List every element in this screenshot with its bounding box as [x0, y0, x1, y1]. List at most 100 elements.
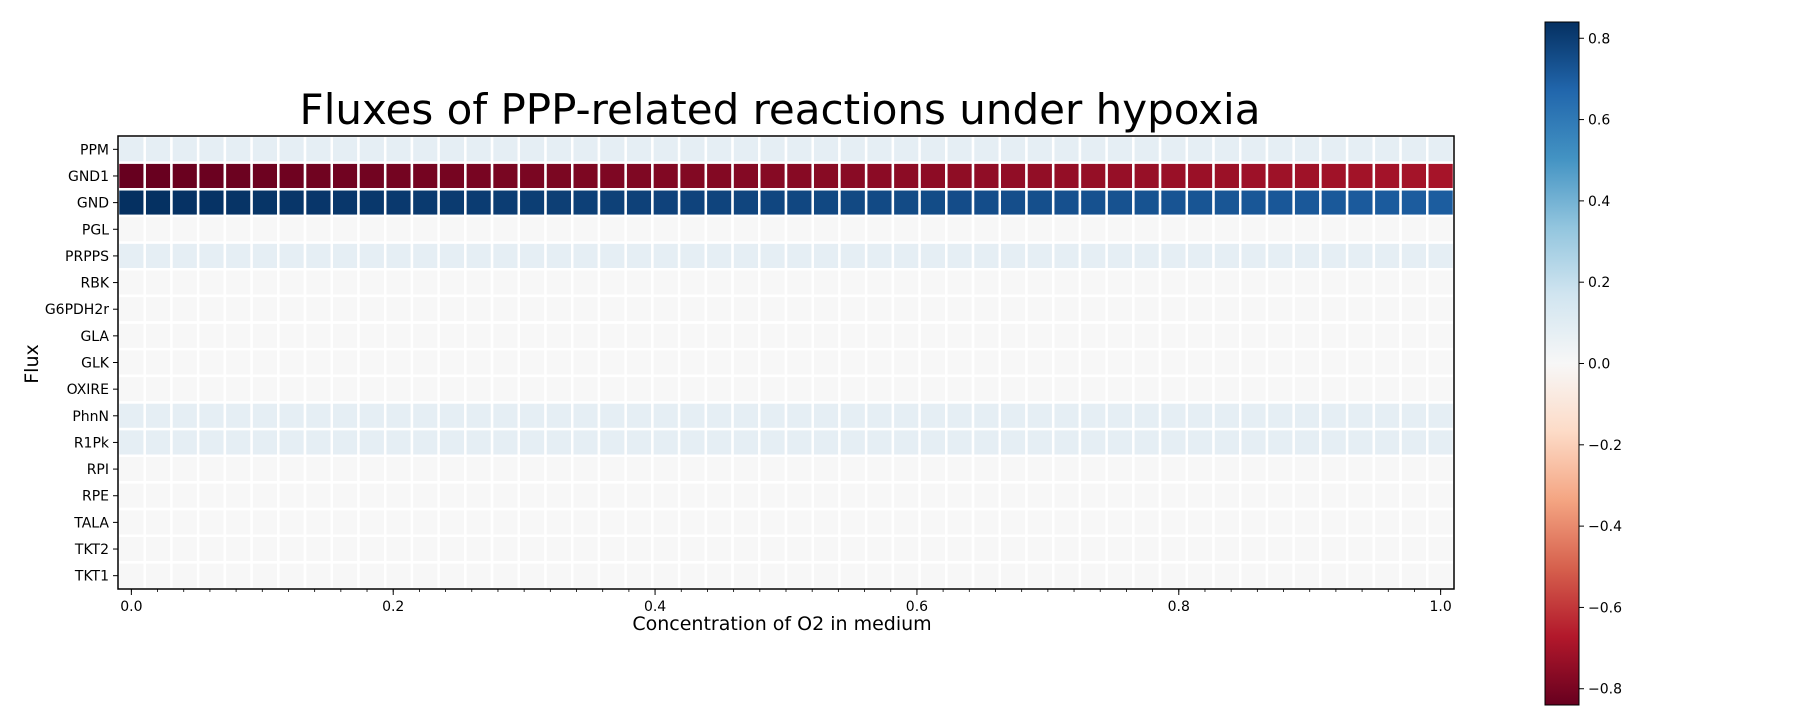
heatmap-cell	[998, 427, 1028, 458]
heatmap-cell	[1372, 374, 1402, 404]
heatmap-cell	[1399, 534, 1429, 564]
heatmap-cell	[1265, 267, 1295, 298]
heatmap-cell	[196, 507, 227, 537]
heatmap-cell	[971, 374, 1002, 404]
heatmap-cell	[971, 427, 1002, 458]
heatmap-cell	[918, 534, 948, 564]
heatmap-cell	[170, 347, 200, 378]
y-tick-label: TKT1	[74, 569, 109, 585]
heatmap-cell	[1345, 427, 1376, 458]
heatmap-cell	[517, 347, 547, 378]
heatmap-cell	[116, 188, 146, 218]
heatmap-cell	[838, 427, 868, 458]
heatmap-cell	[490, 507, 521, 537]
heatmap-cell	[1238, 561, 1269, 591]
heatmap-cell	[918, 134, 948, 164]
heatmap-cell	[170, 161, 200, 191]
heatmap-cell	[864, 321, 895, 351]
heatmap-cell	[1426, 214, 1456, 244]
heatmap-cell	[303, 534, 334, 564]
heatmap-cell	[1025, 454, 1055, 484]
heatmap-cell	[1345, 401, 1376, 431]
heatmap-cell	[864, 134, 895, 164]
heatmap-cell	[1319, 401, 1349, 431]
heatmap-cell	[357, 561, 387, 591]
heatmap-cell	[143, 321, 173, 351]
heatmap-cell	[383, 241, 414, 271]
heatmap-cell	[1105, 161, 1135, 191]
heatmap-cell	[1185, 134, 1215, 164]
heatmap-cell	[1426, 507, 1456, 537]
heatmap-cell	[1158, 321, 1189, 351]
heatmap-cell	[1051, 241, 1082, 271]
heatmap-cell	[544, 561, 574, 591]
heatmap-cell	[143, 534, 173, 564]
heatmap-cell	[464, 188, 494, 218]
heatmap-cell	[731, 241, 761, 271]
heatmap-cell	[330, 241, 360, 271]
heatmap-cell	[223, 214, 253, 244]
heatmap-cell	[624, 321, 654, 351]
heatmap-cell	[223, 454, 253, 484]
heatmap-cell	[303, 481, 334, 511]
heatmap-cell	[918, 427, 948, 458]
heatmap-cell	[250, 507, 280, 537]
heatmap-cell	[170, 454, 200, 484]
heatmap-cell	[277, 161, 307, 191]
heatmap-cell	[1319, 534, 1349, 564]
heatmap-cell	[1132, 427, 1162, 458]
heatmap-cell	[1399, 214, 1429, 244]
heatmap-cell	[1292, 188, 1322, 218]
heatmap-cell	[410, 481, 440, 511]
heatmap-cell	[864, 214, 895, 244]
heatmap-cell	[784, 294, 814, 324]
heatmap-cell	[971, 561, 1002, 591]
heatmap-cell	[1132, 188, 1162, 218]
heatmap-cell	[383, 188, 414, 218]
heatmap-cell	[143, 427, 173, 458]
heatmap-cell	[330, 347, 360, 378]
heatmap-cell	[464, 161, 494, 191]
colorbar-tick-label: −0.2	[1588, 438, 1622, 454]
heatmap-cell	[864, 401, 895, 431]
heatmap-cell	[357, 507, 387, 537]
heatmap-cell	[517, 321, 547, 351]
heatmap-cell	[945, 214, 975, 244]
heatmap-cell	[303, 188, 334, 218]
heatmap-cell	[464, 534, 494, 564]
heatmap-cell	[1025, 347, 1055, 378]
heatmap-cell	[544, 401, 574, 431]
heatmap-cell	[651, 507, 681, 537]
heatmap-cell	[731, 134, 761, 164]
heatmap-cell	[437, 561, 467, 591]
x-tick-label: 0.4	[644, 599, 666, 615]
heatmap-cell	[1426, 481, 1456, 511]
heatmap-cell	[998, 454, 1028, 484]
heatmap-cell	[490, 561, 521, 591]
heatmap-cell	[1372, 241, 1402, 271]
heatmap-cell	[811, 534, 841, 564]
heatmap-cell	[677, 134, 708, 164]
heatmap-cell	[624, 134, 654, 164]
heatmap-cell	[891, 561, 921, 591]
heatmap-cell	[704, 347, 734, 378]
heatmap-cell	[223, 321, 253, 351]
heatmap-cell	[971, 481, 1002, 511]
heatmap-cell	[891, 214, 921, 244]
heatmap-cell	[223, 188, 253, 218]
heatmap-cell	[437, 347, 467, 378]
heatmap-cell	[1185, 561, 1215, 591]
heatmap-cell	[330, 534, 360, 564]
heatmap-cell	[677, 321, 708, 351]
heatmap-cell	[1372, 214, 1402, 244]
heatmap-cell	[597, 161, 627, 191]
heatmap-cell	[864, 267, 895, 298]
heatmap-cell	[998, 188, 1028, 218]
heatmap-cell	[170, 241, 200, 271]
heatmap-cell	[330, 481, 360, 511]
y-tick-label: PRPPS	[65, 249, 109, 265]
heatmap-cell	[1292, 321, 1322, 351]
heatmap-cell	[1132, 534, 1162, 564]
heatmap-cell	[1132, 241, 1162, 271]
heatmap-cell	[677, 427, 708, 458]
